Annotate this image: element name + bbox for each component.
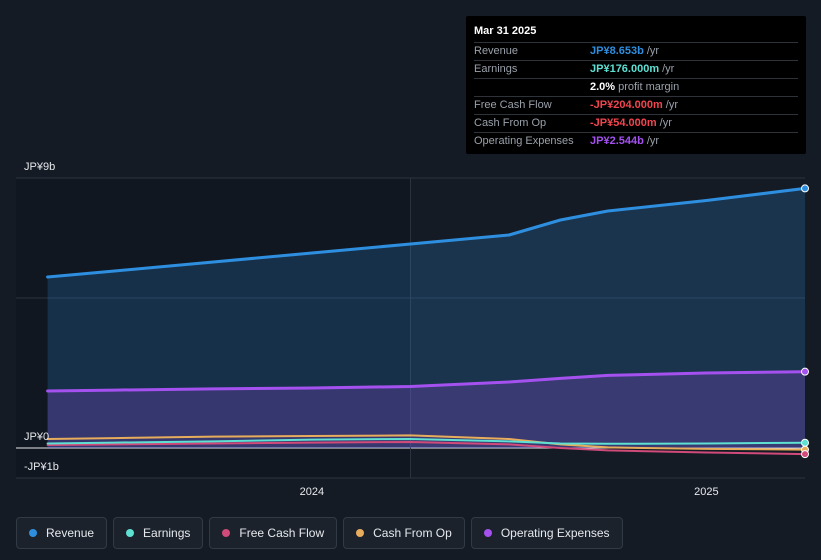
legend-dot-icon [222,529,231,537]
tooltip-value: -JP¥204.000m [590,99,663,111]
y-label-zero: JP¥0 [24,431,49,443]
tooltip-name [474,82,590,93]
x-tick-label: 2025 [694,486,718,498]
endpoint-operating-expenses [801,367,809,376]
x-axis-ticks: 2024 2025 [300,486,719,498]
line-earnings [46,438,806,445]
tooltip-name: Free Cash Flow [474,99,552,111]
tooltip-row-earnings: Earnings JP¥176.000m /yr [474,61,798,79]
legend-item-revenue[interactable]: Revenue [16,517,108,549]
line-cash-from-op [46,434,806,451]
tooltip-row-free-cash-flow: Free Cash Flow -JP¥204.000m /yr [474,97,798,115]
past-shading [16,178,411,478]
x-tick-label: 2024 [300,486,324,498]
line-operating-expenses [46,370,807,393]
tooltip-name: Cash From Op [474,117,547,129]
legend-label: Free Cash Flow [239,526,325,540]
y-label-top: JP¥9b [24,161,55,173]
tooltip-unit: profit margin [618,81,680,93]
legend-label: Operating Expenses [500,526,610,540]
endpoint-earnings [801,438,809,447]
tooltip-name: Operating Expenses [474,135,574,147]
tooltip-value: JP¥176.000m [590,63,660,75]
tooltip-row-cash-from-op: Cash From Op -JP¥54.000m /yr [474,115,798,133]
legend-item-cash-from-op[interactable]: Cash From Op [343,517,465,549]
area-operating-expenses [47,371,806,448]
tooltip-name: Revenue [474,45,519,57]
tooltip-row-operating-expenses: Operating Expenses JP¥2.544b /yr [474,133,798,150]
legend-dot-icon [29,529,37,537]
tooltip-name: Earnings [474,63,518,75]
legend-item-earnings[interactable]: Earnings [113,517,204,549]
tooltip-unit: /yr [665,99,679,111]
tooltip-value: -JP¥54.000m [590,117,657,129]
legend-item-free-cash-flow[interactable]: Free Cash Flow [209,517,338,549]
legend-label: Revenue [46,526,95,540]
legend-label: Cash From Op [373,526,452,540]
endpoint-free-cash-flow [801,450,809,459]
line-free-cash-flow [46,441,806,456]
legend: Revenue Earnings Free Cash Flow Cash Fro… [16,517,623,549]
line-revenue [46,186,807,279]
tooltip-row-profit-margin: 2.0% profit margin [474,79,798,97]
legend-dot-icon [483,529,492,537]
series-areas [47,188,806,448]
tooltip-unit: /yr [659,117,672,129]
area-revenue [47,188,806,448]
tooltip-unit: /yr [662,63,675,75]
legend-dot-icon [356,529,365,537]
tooltip-value: JP¥2.544b [590,135,644,147]
legend-item-operating-expenses[interactable]: Operating Expenses [470,517,623,549]
tooltip-unit: /yr [646,45,660,57]
tooltip-value: JP¥8.653b [590,45,644,57]
endpoint-revenue [801,184,809,193]
tooltip-unit: /yr [646,135,660,147]
series-endpoints [801,184,809,459]
tooltip-date: Mar 31 2025 [474,22,798,43]
legend-dot-icon [126,529,135,537]
tooltip-value: 2.0% [590,81,616,93]
tooltip-row-revenue: Revenue JP¥8.653b /yr [474,43,798,61]
y-label-bottom: -JP¥1b [24,461,59,473]
legend-label: Earnings [143,526,191,540]
tooltip: Mar 31 2025 Revenue JP¥8.653b /yr Earnin… [466,16,806,154]
series-lines [46,186,807,456]
